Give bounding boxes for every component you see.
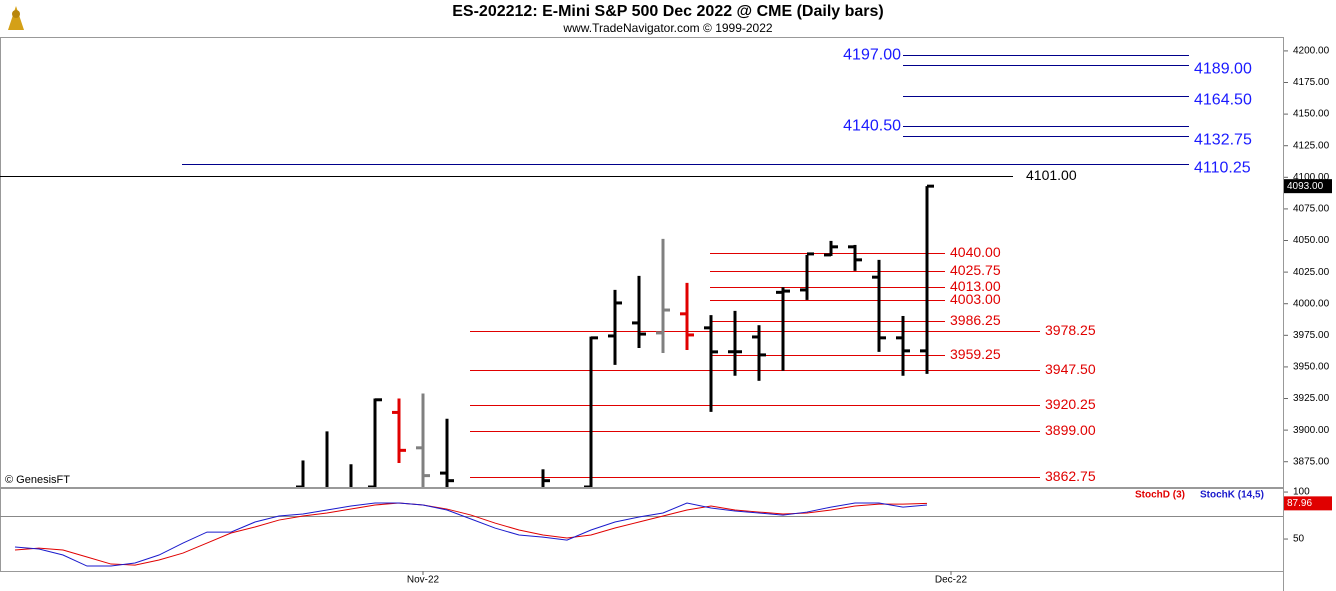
level-label: 3978.25 [1045, 322, 1096, 338]
y-tick-label: 50 [1293, 534, 1305, 545]
y-tick-label: 100 [1293, 487, 1310, 498]
level-label: 4110.25 [1194, 160, 1251, 177]
chart-subtitle: www.TradeNavigator.com © 1999-2022 [562, 21, 772, 35]
y-tick-label: 4150.00 [1293, 109, 1330, 120]
level-label: 3959.25 [950, 346, 1001, 362]
y-tick-label: 4175.00 [1293, 77, 1330, 88]
level-label: 3899.00 [1045, 422, 1096, 438]
y-tick-label: 4075.00 [1293, 204, 1330, 215]
y-tick-label: 3950.00 [1293, 362, 1330, 373]
y-tick-label: 4100.00 [1293, 172, 1330, 183]
y-tick-label: 4000.00 [1293, 298, 1330, 309]
y-tick-label: 4025.00 [1293, 267, 1330, 278]
chart-title: ES-202212: E-Mini S&P 500 Dec 2022 @ CME… [452, 3, 884, 20]
y-tick-label: 3900.00 [1293, 425, 1330, 436]
level-label: 4197.00 [843, 47, 901, 64]
level-label: 4140.50 [843, 118, 901, 135]
level-label: 3986.25 [950, 312, 1001, 328]
level-label: 4164.50 [1194, 92, 1252, 109]
level-label: 3947.50 [1045, 361, 1096, 377]
y-tick-label: 3875.00 [1293, 456, 1330, 467]
level-label: 4040.00 [950, 244, 1001, 260]
level-label: 4189.00 [1194, 61, 1252, 78]
level-label: 4025.75 [950, 262, 1001, 278]
level-label: 4003.00 [950, 291, 1001, 307]
y-tick-label: 4050.00 [1293, 235, 1330, 246]
last-value-label: 87.96 [1287, 498, 1312, 509]
level-label: 4013.00 [950, 278, 1001, 294]
level-label: 4101.00 [1026, 167, 1077, 183]
last-value-box [1284, 496, 1332, 511]
stoch-line [14, 502, 928, 566]
legend-entry: StochD (3) [1135, 490, 1185, 501]
logo [8, 6, 24, 30]
annotation: © GenesisFT [5, 474, 70, 486]
x-tick-label: Dec-22 [935, 575, 968, 586]
legend-entry: StochK (14,5) [1200, 490, 1264, 501]
stoch-line [14, 502, 928, 567]
price-clip: 4197.00 4189.00 4164.50 4140.50 4132.75 4110.… [0, 47, 1252, 487]
level-label: 3920.25 [1045, 396, 1096, 412]
x-tick-label: Nov-22 [407, 575, 440, 586]
level-label: 4132.75 [1194, 132, 1252, 149]
last-value-label: 4093.00 [1287, 181, 1324, 192]
y-tick-label: 4125.00 [1293, 140, 1330, 151]
y-tick-label: 3925.00 [1293, 393, 1330, 404]
y-tick-label: 4200.00 [1293, 46, 1330, 57]
level-label: 3862.75 [1045, 468, 1096, 484]
last-value-box [1284, 179, 1332, 194]
y-tick-label: 3975.00 [1293, 330, 1330, 341]
